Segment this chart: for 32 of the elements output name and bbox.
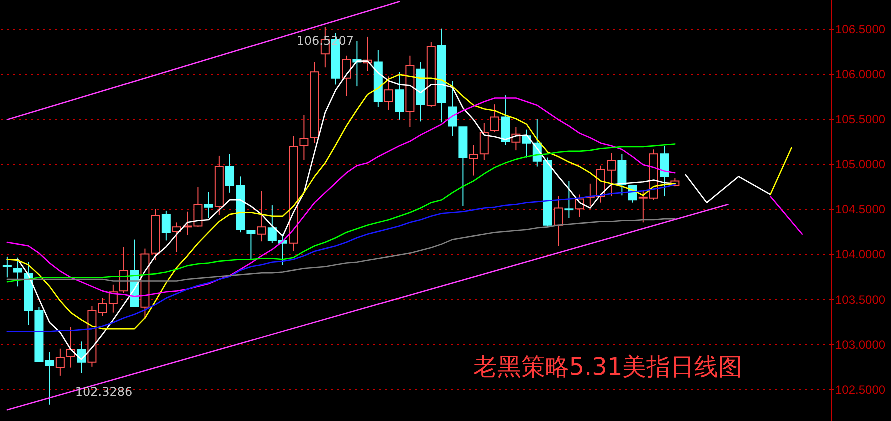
candlestick bbox=[300, 114, 309, 161]
annotation: 102.3286 bbox=[75, 385, 133, 399]
candlestick bbox=[448, 80, 458, 137]
candlestick bbox=[162, 210, 171, 242]
line-series bbox=[685, 174, 772, 204]
candlestick bbox=[342, 55, 352, 97]
candlestick bbox=[246, 230, 256, 262]
candlestick bbox=[14, 257, 23, 288]
candlestick bbox=[172, 222, 182, 253]
candlestick bbox=[45, 352, 54, 406]
candlestick bbox=[384, 76, 394, 110]
y-tick-label: 105.5000 bbox=[836, 112, 886, 126]
y-tick-label: 104.0000 bbox=[836, 248, 886, 262]
y-tick-label: 105.0000 bbox=[836, 158, 886, 172]
candlestick bbox=[660, 146, 670, 198]
candlestick bbox=[257, 190, 266, 242]
candlestick bbox=[395, 72, 404, 120]
candlestick bbox=[2, 256, 12, 278]
y-tick-label: 106.5000 bbox=[836, 22, 886, 36]
candlestick bbox=[490, 104, 500, 134]
y-tick-label: 103.0000 bbox=[836, 338, 886, 352]
candlestick bbox=[480, 123, 489, 161]
candlestick bbox=[56, 348, 65, 376]
y-tick-label: 102.5000 bbox=[836, 382, 886, 397]
y-tick-label: 103.5000 bbox=[836, 292, 886, 307]
candlestick bbox=[564, 180, 574, 219]
text: 老黑策略5.31美指日线图 bbox=[473, 353, 743, 381]
candlestick bbox=[554, 196, 564, 247]
y-tick-label: 104.5000 bbox=[836, 202, 886, 217]
candlestick bbox=[469, 144, 478, 176]
y-tick-label: 106.0000 bbox=[836, 67, 886, 82]
candlestick bbox=[204, 192, 214, 219]
